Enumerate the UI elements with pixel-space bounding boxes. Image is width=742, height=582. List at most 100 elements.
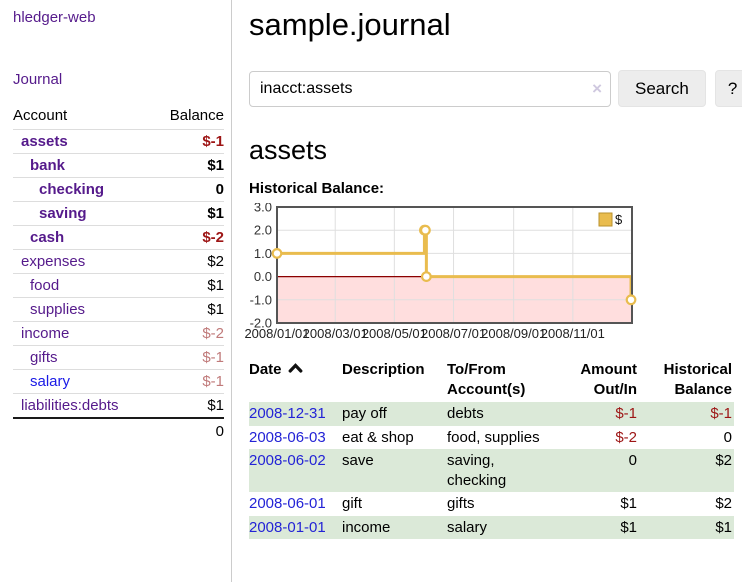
transaction-balance: $2 [639,449,734,493]
search-input[interactable] [249,70,611,107]
chart-title: Historical Balance: [249,179,385,197]
transaction-row: 2008-06-02 save saving, checking 0 $2 [249,449,734,493]
balance-column-header: Balance [169,107,224,124]
sidebar-nav: Journal [13,71,224,89]
data-point-marker [420,224,431,236]
account-balance: $2 [152,249,224,274]
y-tick-label: -2.0 [250,315,272,330]
sidebar-item-journal[interactable]: Journal [13,71,63,88]
transaction-balance: $2 [715,495,732,513]
account-link[interactable]: income [21,325,70,342]
accounts-total-balance: 0 [152,417,224,444]
transaction-accounts: debts [447,402,557,426]
account-row: liabilities:debts $1 [13,393,224,418]
account-balance: $1 [152,297,224,322]
transaction-date-link[interactable]: 2008-12-31 [249,405,326,423]
search-form: × Search ? [249,70,742,108]
register-column-header[interactable]: Date [249,358,342,403]
account-row: gifts $-1 [13,345,224,370]
transaction-balance: $-1 [639,402,734,426]
x-tick-label: 2008/03/01 [303,326,368,341]
y-tick-label: 2.0 [254,223,272,238]
sidebar: hledger-web Journal Account Balance asse… [0,0,232,582]
transaction-description: gift [342,495,363,513]
transaction-amount: 0 [557,449,639,493]
transaction-accounts: saving, checking [447,449,557,493]
account-link[interactable]: food [30,277,60,294]
x-tick-label: 2008/07/01 [421,326,486,341]
transaction-amount: $-2 [615,428,637,446]
transaction-row: 2008-12-31 pay off debts $-1 $-1 [249,402,734,426]
account-row: bank $1 [13,153,224,178]
account-balance: 0 [152,177,224,202]
chevron-up-icon[interactable] [288,362,303,373]
account-link[interactable]: assets [21,133,68,150]
transaction-balance: 0 [723,428,732,446]
register-column-header: Amount Out/In [580,360,637,399]
account-balance: $-1 [152,345,224,370]
account-row: saving $1 [13,201,224,226]
account-balance: $-2 [152,321,224,346]
account-row: assets $-1 [13,129,224,154]
transaction-row: 2008-06-01 gift gifts $1 $2 [249,492,734,516]
legend-label: $ [615,212,623,227]
transaction-date-link[interactable]: 2008-06-01 [249,495,326,513]
legend-swatch [598,212,613,227]
x-tick-label: 2008/05/01 [362,326,427,341]
account-link[interactable]: gifts [30,349,58,366]
x-tick-label: 2008/11/01 [541,326,605,341]
accounts-total-row: 0 [13,417,224,444]
y-tick-label: -1.0 [250,292,272,307]
transaction-balance: $1 [639,515,734,540]
search-input-wrap: × [249,70,611,107]
register-table: Date Description To/From Account(s) Amount Ou… [249,358,734,540]
transaction-description: eat & shop [342,428,414,446]
transaction-date-link[interactable]: 2008-01-01 [249,518,326,536]
account-row: cash $-2 [13,225,224,250]
chart-svg: $3.0 2.0 1.0 0.0 -1.0 -2.02008/01/012008/03/0… [244,199,637,341]
transaction-row: 2008-01-01 income salary $1 $1 [249,515,734,540]
account-link[interactable]: saving [39,205,87,222]
account-link[interactable]: supplies [30,301,86,318]
account-balance: $1 [152,273,224,298]
clear-search-icon[interactable]: × [592,78,602,98]
account-link[interactable]: cash [30,229,65,246]
transaction-date-link[interactable]: 2008-06-03 [249,428,326,446]
y-tick-label: 0.0 [254,269,272,284]
data-point-marker [420,271,432,282]
transaction-description: income [342,515,447,540]
help-button[interactable]: ? [714,70,742,108]
account-row: food $1 [13,273,224,298]
account-link[interactable]: bank [30,157,66,174]
transaction-description: pay off [342,402,447,426]
data-point-marker [271,247,283,259]
register-header-row: Date Description To/From Account(s) Amount Ou… [249,358,734,403]
account-row: income $-2 [13,321,224,346]
y-tick-label: 1.0 [254,246,272,261]
account-link[interactable]: checking [39,181,105,198]
register-column-header: Description [342,360,425,378]
account-balance: $-2 [152,225,224,250]
transaction-description: save [342,449,447,493]
transaction-amount: $-1 [557,402,639,426]
brand-link[interactable]: hledger-web [13,9,96,26]
transaction-accounts: gifts [447,495,475,513]
account-link[interactable]: liabilities:debts [21,397,119,414]
plot-border [276,205,633,324]
accounts-column-header: Account [13,107,68,124]
page-title: sample.journal [249,7,451,42]
account-heading: assets [249,135,328,166]
transaction-amount: $1 [557,515,639,540]
transaction-date-link[interactable]: 2008-06-02 [249,452,326,470]
transaction-accounts: food, supplies [447,428,540,446]
x-tick-label: 2008/09/01 [481,326,546,341]
account-link[interactable]: expenses [21,253,86,270]
transaction-row: 2008-06-03 eat & shop food, supplies $-2 0 [249,426,734,450]
x-tick-label: 2008/01/01 [244,326,309,341]
account-link[interactable]: salary [30,373,71,390]
transaction-accounts: salary [447,515,557,540]
main-content: sample.journal × Search ? assets Histori… [232,0,742,582]
transaction-amount: $1 [620,495,637,513]
search-button[interactable]: Search [618,70,706,108]
